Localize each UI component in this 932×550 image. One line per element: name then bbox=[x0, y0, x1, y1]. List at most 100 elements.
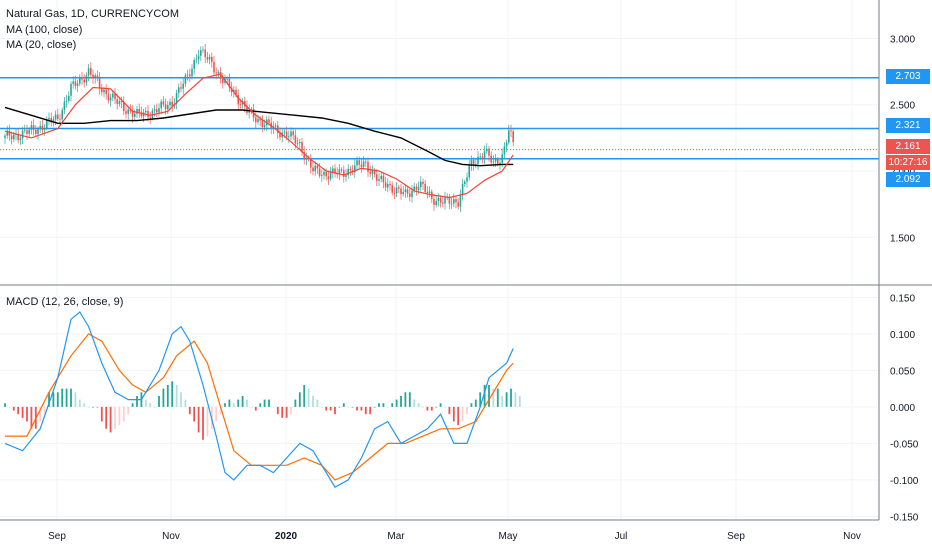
macd-histogram-bar bbox=[4, 403, 6, 407]
level-badge-top[interactable]: 2.703 bbox=[886, 69, 930, 84]
macd-histogram-bar bbox=[228, 399, 231, 407]
macd-histogram-bar bbox=[246, 399, 248, 407]
candle-body bbox=[347, 168, 349, 176]
moving-averages bbox=[4, 73, 514, 199]
candle-body bbox=[332, 168, 334, 173]
macd-histogram-bar bbox=[180, 392, 182, 407]
macd-histogram-bar bbox=[338, 406, 341, 408]
candle-body bbox=[505, 142, 508, 147]
candle-body bbox=[497, 158, 499, 164]
candle-body bbox=[43, 128, 46, 131]
time-axis-label: 2020 bbox=[275, 531, 298, 542]
candle-body bbox=[206, 57, 209, 60]
candle-body bbox=[296, 143, 299, 144]
macd-histogram-bar bbox=[272, 406, 275, 408]
candle-body bbox=[437, 197, 440, 201]
level-badge-mid[interactable]: 2.321 bbox=[886, 118, 930, 133]
legend-ma20[interactable]: MA (20, close) bbox=[6, 39, 77, 51]
macd-line bbox=[4, 311, 514, 489]
macd-histogram-bar bbox=[474, 399, 477, 407]
macd-histogram-bar bbox=[70, 388, 72, 407]
candle-body bbox=[360, 164, 363, 167]
macd-histogram-bar bbox=[158, 395, 160, 407]
candle-body bbox=[103, 89, 105, 93]
candle-body bbox=[420, 181, 422, 188]
candle-body bbox=[114, 93, 116, 100]
macd-histogram-bar bbox=[298, 392, 301, 407]
candle-body bbox=[127, 109, 129, 114]
candle-body bbox=[316, 165, 319, 169]
candle-body bbox=[37, 128, 39, 134]
horizontal-levels[interactable] bbox=[0, 77, 879, 160]
axis-labels: SepNov2020MarMayJulSepNov3.0002.5002.000… bbox=[48, 34, 919, 542]
candle-body bbox=[323, 171, 325, 176]
candle-body bbox=[61, 110, 63, 120]
candle-body bbox=[96, 75, 99, 79]
candle-body bbox=[24, 130, 26, 132]
macd-histogram-bar bbox=[30, 406, 33, 429]
candle-body bbox=[345, 175, 347, 177]
level-badge-low[interactable]: 2.092 bbox=[886, 172, 930, 187]
macd-histogram-bar bbox=[259, 403, 262, 407]
candle-body bbox=[384, 182, 387, 188]
candle-body bbox=[494, 158, 497, 162]
candle-body bbox=[30, 125, 33, 130]
candle-body bbox=[305, 157, 308, 160]
macd-histogram-bar bbox=[417, 403, 420, 407]
candle-body bbox=[208, 56, 211, 60]
macd-histogram-bar bbox=[492, 388, 495, 407]
candle-body bbox=[39, 125, 41, 129]
legend-macd[interactable]: MACD (12, 26, close, 9) bbox=[6, 296, 124, 308]
candle-body bbox=[261, 120, 264, 127]
candle-body bbox=[123, 102, 125, 112]
candle-body bbox=[285, 131, 288, 137]
macd-histogram-bar bbox=[479, 392, 482, 407]
candle-body bbox=[321, 175, 323, 177]
candle-body bbox=[81, 77, 83, 80]
macd-histogram-bar bbox=[461, 406, 464, 422]
macd-histogram-bar bbox=[360, 406, 363, 411]
candle-body bbox=[156, 109, 158, 113]
macd-histogram-bar bbox=[197, 406, 200, 433]
last-price-badge: 2.161 bbox=[886, 139, 930, 154]
candle-body bbox=[26, 130, 28, 134]
macd-histogram-bar bbox=[395, 399, 398, 407]
candle-body bbox=[10, 135, 13, 140]
candle-body bbox=[83, 79, 85, 83]
macd-histogram-bar bbox=[61, 388, 64, 407]
candle-body bbox=[120, 101, 123, 103]
macd-histogram-bar bbox=[78, 399, 81, 407]
candle-body bbox=[59, 118, 61, 120]
legend-ma100[interactable]: MA (100, close) bbox=[6, 24, 83, 36]
macd-histogram-bar bbox=[237, 399, 240, 407]
candle-body bbox=[391, 185, 393, 193]
macd-histogram-bar bbox=[285, 406, 288, 418]
candle-body bbox=[138, 109, 140, 113]
candle-body bbox=[461, 184, 464, 196]
macd-histogram-bar bbox=[281, 406, 284, 418]
macd-histogram-bar bbox=[496, 388, 499, 407]
candle-body bbox=[299, 142, 301, 144]
macd-histogram-bar bbox=[74, 392, 77, 407]
macd-histogram-bar bbox=[202, 406, 204, 440]
candle-body bbox=[250, 108, 253, 110]
macd-histogram-bar bbox=[364, 406, 367, 415]
macd-histogram-bar bbox=[250, 406, 253, 408]
time-axis-label: Jul bbox=[615, 531, 628, 542]
candle-body bbox=[72, 81, 74, 84]
candle-body bbox=[8, 130, 11, 136]
candle-body bbox=[406, 189, 409, 194]
candle-body bbox=[503, 146, 506, 155]
candle-body bbox=[340, 169, 343, 171]
candle-body bbox=[349, 168, 352, 171]
candle-body bbox=[147, 110, 149, 118]
macd-histogram-bar bbox=[162, 388, 165, 407]
macd-histogram-bar bbox=[435, 406, 438, 408]
candle-body bbox=[470, 159, 473, 166]
macd-histogram-bar bbox=[444, 406, 446, 408]
candle-body bbox=[512, 131, 514, 143]
macd-axis-label: -0.100 bbox=[890, 476, 919, 487]
candle-body bbox=[358, 160, 360, 165]
